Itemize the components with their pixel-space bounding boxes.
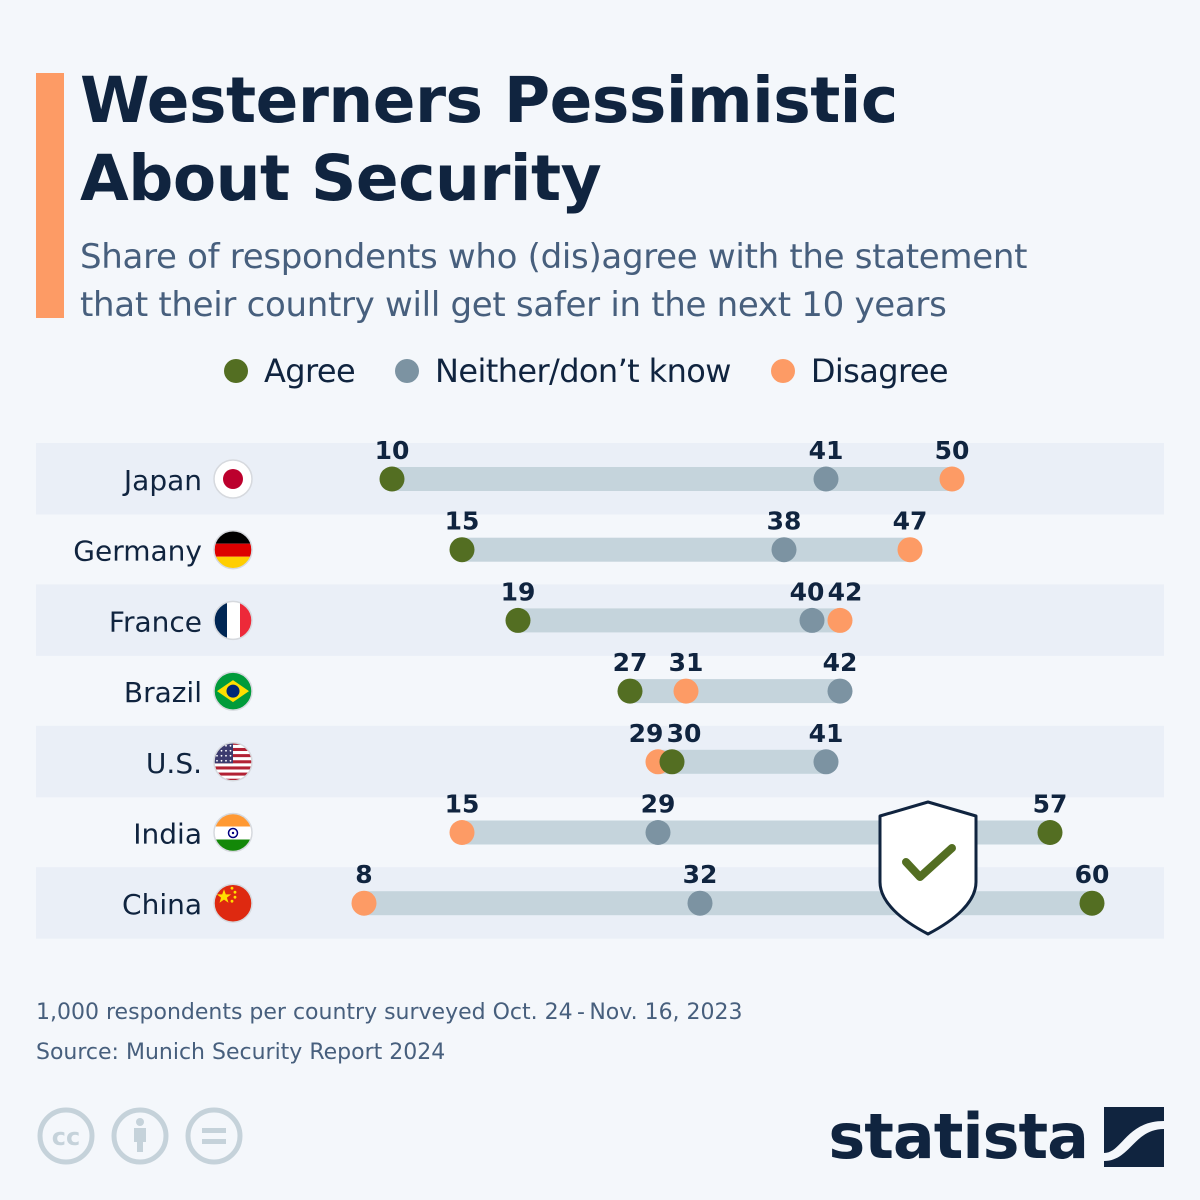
value-label: 8 — [355, 860, 372, 889]
source-note: Source: Munich Security Report 2024 — [36, 1040, 446, 1065]
chart-row: China 8 32 60 — [122, 860, 1109, 923]
value-label: 41 — [809, 719, 844, 748]
value-label: 42 — [828, 577, 863, 606]
value-label: 50 — [935, 436, 970, 465]
value-label: 38 — [767, 507, 802, 536]
value-label: 29 — [629, 719, 664, 748]
india-flag-icon — [213, 812, 253, 853]
title-line-2: About Security — [80, 142, 602, 215]
legend-item-agree: Agree — [224, 352, 356, 390]
title-line-1: Westerners Pessimistic — [80, 64, 898, 137]
range-bar — [630, 679, 840, 704]
dot-agree — [617, 678, 643, 704]
chart-row: Japan 10 41 50 — [122, 436, 969, 499]
value-label: 30 — [667, 719, 702, 748]
value-label: 60 — [1075, 860, 1110, 889]
chart-row: Germany 15 38 47 — [73, 507, 927, 570]
value-label: 57 — [1033, 790, 1068, 819]
country-label: Brazil — [124, 676, 202, 709]
chart-row: France 19 40 42 — [109, 577, 863, 641]
value-label: 29 — [641, 790, 676, 819]
country-label: Germany — [73, 535, 202, 568]
country-label: France — [109, 605, 202, 638]
france-flag-icon — [213, 600, 253, 641]
dot-disagree — [827, 607, 853, 633]
legend-dot-agree — [224, 359, 248, 383]
range-bar — [392, 467, 952, 491]
subtitle-line-2: that their country will get safer in the… — [80, 285, 947, 325]
value-label: 40 — [790, 577, 825, 606]
shield-check-icon — [878, 800, 978, 936]
value-label: 42 — [823, 648, 858, 677]
value-label: 15 — [445, 507, 480, 536]
page-title: Westerners Pessimistic About Security — [80, 62, 1180, 218]
value-label: 10 — [375, 436, 410, 465]
accent-bar — [36, 73, 64, 318]
row-band — [36, 725, 1164, 798]
dot-neither — [771, 537, 797, 563]
dot-agree — [1037, 820, 1063, 845]
dot-neither — [827, 678, 853, 704]
value-label: 47 — [893, 507, 928, 536]
statista-mark-icon — [1104, 1106, 1164, 1167]
attribution-icon[interactable] — [110, 1106, 170, 1166]
no-derivatives-icon[interactable] — [184, 1106, 244, 1166]
value-label: 27 — [613, 648, 648, 677]
dot-agree — [1079, 890, 1105, 916]
subtitle: Share of respondents who (dis)agree with… — [80, 233, 1180, 329]
brand-name: statista — [828, 1100, 1089, 1173]
legend-dot-neither — [395, 359, 420, 383]
license-icons: cc — [36, 1106, 244, 1166]
dot-disagree — [449, 820, 475, 845]
value-label: 31 — [669, 648, 704, 677]
statista-logo[interactable]: statista — [828, 1100, 1164, 1173]
dot-neither — [687, 890, 713, 916]
value-label: 41 — [809, 436, 844, 465]
dot-agree — [449, 537, 475, 563]
range-bar — [658, 749, 826, 774]
us-flag-icon — [213, 742, 253, 782]
legend: Agree Neither/don’t know Disagree — [224, 348, 988, 394]
subtitle-line-1: Share of respondents who (dis)agree with… — [80, 237, 1028, 277]
dot-disagree — [351, 890, 377, 916]
brazil-flag-icon — [213, 671, 253, 711]
dot-neither — [799, 607, 825, 633]
legend-dot-disagree — [770, 359, 795, 383]
survey-note: 1,000 respondents per country surveyed O… — [36, 1000, 743, 1025]
dot-disagree — [897, 537, 923, 563]
japan-flag-icon — [213, 459, 253, 499]
legend-label-disagree: Disagree — [810, 352, 949, 390]
value-label: 19 — [501, 577, 536, 606]
legend-label-neither: Neither/don’t know — [435, 352, 731, 390]
dot-disagree — [673, 678, 699, 704]
range-bar — [518, 608, 840, 633]
dot-agree — [505, 607, 531, 633]
dot-neither — [813, 466, 839, 492]
germany-flag-icon — [213, 529, 253, 570]
legend-label-agree: Agree — [264, 352, 356, 390]
dot-disagree — [939, 466, 965, 492]
legend-item-disagree: Disagree — [770, 352, 949, 390]
dot-agree — [659, 749, 685, 775]
china-flag-icon — [213, 883, 253, 923]
range-bar — [462, 537, 910, 562]
country-label: U.S. — [146, 747, 202, 780]
cc-icon[interactable]: cc — [36, 1106, 96, 1166]
row-bands — [36, 443, 1164, 939]
svg-text:cc: cc — [52, 1123, 80, 1151]
country-label: China — [122, 888, 202, 921]
range-bar — [364, 891, 1092, 916]
dot-agree — [379, 466, 405, 492]
value-label: 15 — [445, 790, 480, 819]
chart-row: U.S. 29 30 41 — [146, 719, 843, 782]
country-label: India — [133, 818, 202, 851]
dot-neither — [645, 820, 671, 845]
country-label: Japan — [122, 464, 202, 497]
value-label: 32 — [683, 860, 718, 889]
chart-row: Brazil 27 31 42 — [124, 648, 858, 711]
legend-item-neither: Neither/don’t know — [395, 352, 731, 390]
dot-neither — [813, 749, 839, 775]
